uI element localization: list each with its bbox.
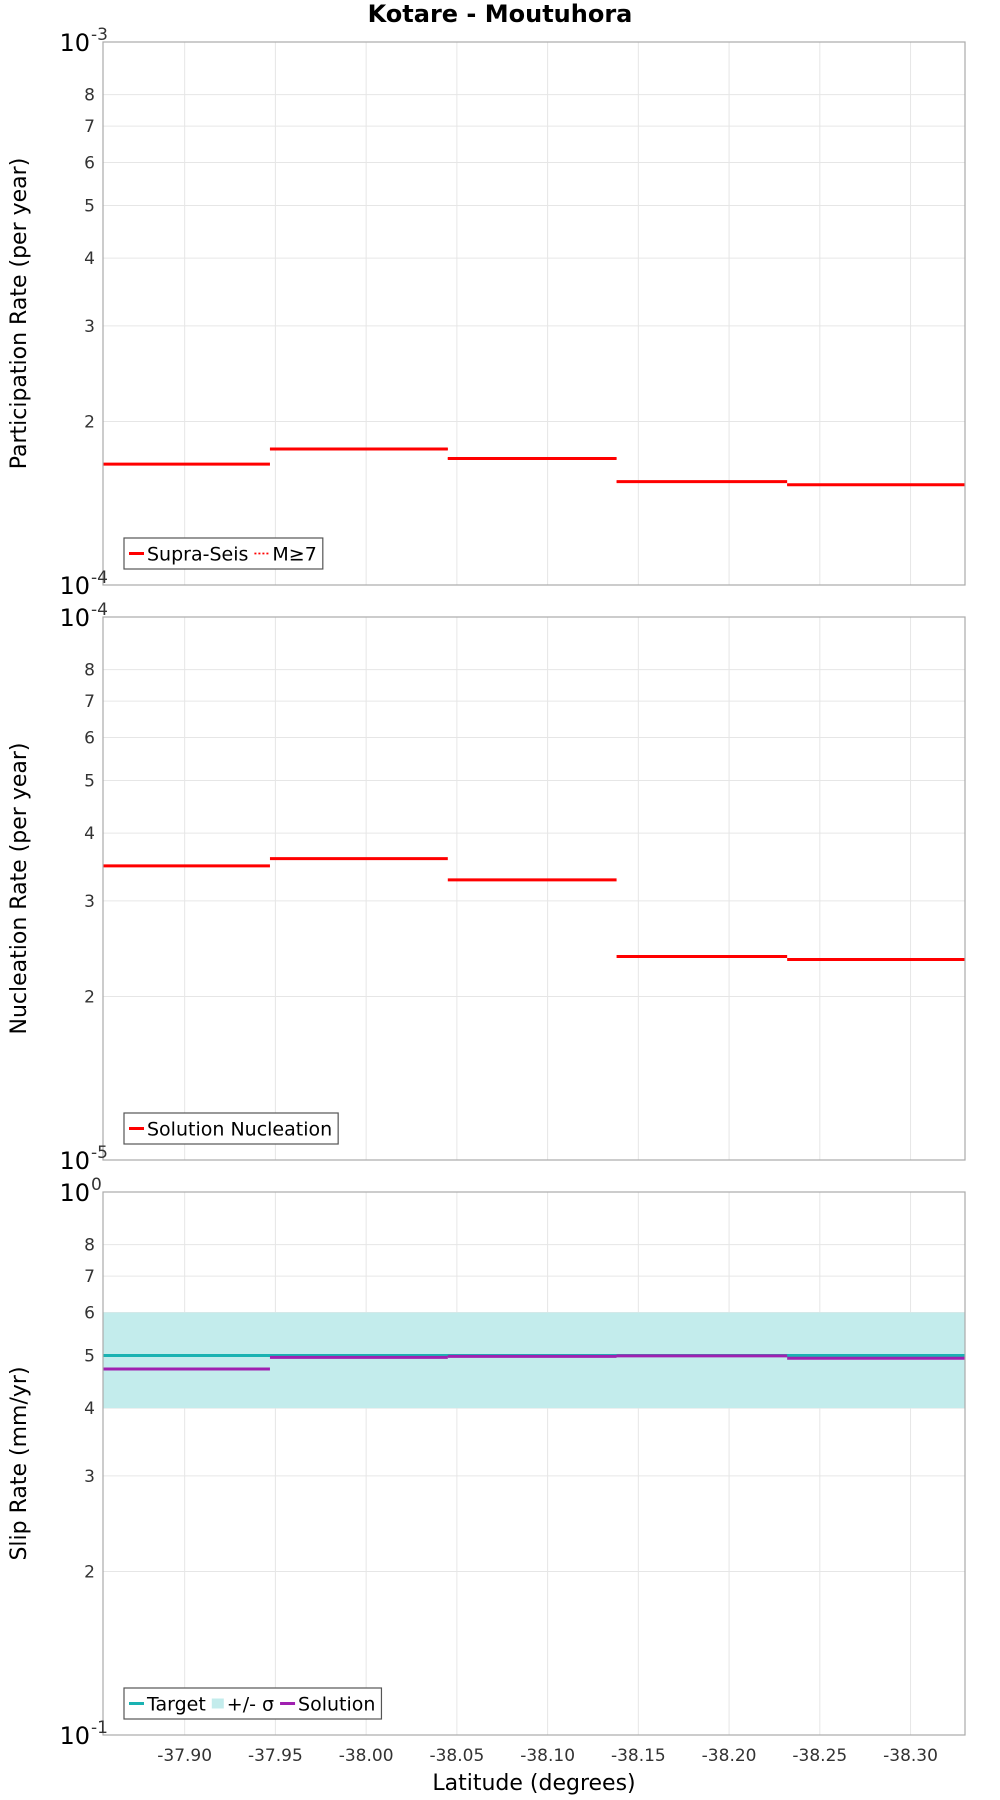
- y-decade-label: 10: [59, 1179, 90, 1207]
- x-tick-label: -37.95: [248, 1746, 303, 1766]
- y-tick-label: 8: [84, 1236, 95, 1256]
- x-tick-label: -38.05: [429, 1746, 484, 1766]
- legend: Solution Nucleation: [123, 1112, 339, 1145]
- y-decade-label: 10: [59, 572, 90, 600]
- y-decade-exponent: 0: [91, 1175, 102, 1195]
- y-axis-label: Slip Rate (mm/yr): [7, 1366, 32, 1560]
- legend: Target +/- σ Solution: [123, 1687, 383, 1720]
- y-decade-exponent: -4: [91, 600, 108, 620]
- y-axis-label: Nucleation Rate (per year): [7, 743, 32, 1035]
- y-tick-label: 4: [84, 249, 95, 269]
- y-tick-label: 3: [84, 317, 95, 337]
- legend-label: Solution: [298, 1694, 375, 1716]
- y-tick-label: 7: [84, 692, 95, 712]
- y-decade-label: 10: [59, 604, 90, 632]
- y-decade-exponent: -5: [91, 1143, 108, 1163]
- y-decade-label: 10: [59, 1147, 90, 1175]
- y-axis-label: Participation Rate (per year): [7, 158, 32, 470]
- legend-box: [123, 1687, 383, 1720]
- plot-frame: [102, 1191, 966, 1736]
- y-tick-label: 8: [84, 661, 95, 681]
- x-tick-label: -38.15: [611, 1746, 666, 1766]
- y-tick-label: 8: [84, 86, 95, 106]
- x-tick-label: -38.25: [792, 1746, 847, 1766]
- plot-frame: [102, 41, 966, 586]
- y-tick-label: 7: [84, 117, 95, 137]
- legend: Supra-Seis M≥7: [123, 537, 324, 570]
- y-decade-exponent: -1: [91, 1718, 108, 1738]
- y-tick-label: 5: [84, 771, 95, 791]
- y-tick-label: 6: [84, 728, 95, 748]
- legend-label: M≥7: [272, 544, 316, 566]
- y-decade-exponent: -4: [91, 568, 108, 588]
- legend-label: Target: [146, 1694, 206, 1716]
- legend-label: +/- σ: [227, 1694, 274, 1716]
- y-decade-label: 10: [59, 1722, 90, 1750]
- x-axis-label: Latitude (degrees): [432, 1771, 635, 1796]
- y-decade-label: 10: [59, 29, 90, 57]
- sigma-band: [103, 1312, 965, 1409]
- legend-box: [123, 537, 324, 570]
- y-tick-label: 5: [84, 1346, 95, 1366]
- y-decade-exponent: -3: [91, 25, 108, 45]
- x-tick-label: -38.20: [702, 1746, 757, 1766]
- legend-label: Solution Nucleation: [147, 1119, 332, 1141]
- legend-box: [123, 1112, 339, 1145]
- y-tick-label: 2: [84, 988, 95, 1008]
- plot-frame: [102, 616, 966, 1161]
- x-tick-label: -38.30: [883, 1746, 938, 1766]
- x-tick-label: -37.90: [157, 1746, 212, 1766]
- y-tick-label: 3: [84, 892, 95, 912]
- figure-title: Kotare - Moutuhora: [368, 0, 633, 28]
- y-tick-label: 6: [84, 153, 95, 173]
- y-tick-label: 7: [84, 1267, 95, 1287]
- x-tick-label: -38.00: [339, 1746, 394, 1766]
- y-tick-label: 6: [84, 1303, 95, 1323]
- y-tick-label: 4: [84, 1399, 95, 1419]
- y-tick-label: 5: [84, 196, 95, 216]
- y-tick-label: 2: [84, 413, 95, 433]
- x-tick-label: -38.10: [520, 1746, 575, 1766]
- y-tick-label: 3: [84, 1467, 95, 1487]
- legend-swatch: [211, 1698, 224, 1709]
- y-tick-label: 4: [84, 824, 95, 844]
- legend-label: Supra-Seis: [147, 544, 248, 566]
- y-tick-label: 2: [84, 1563, 95, 1583]
